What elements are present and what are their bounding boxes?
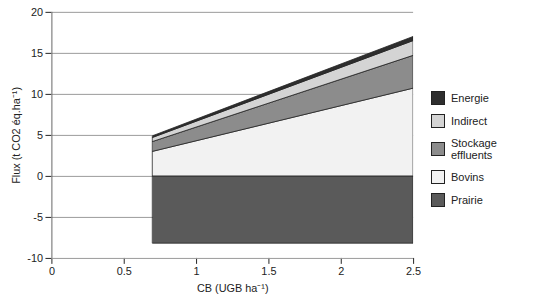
svg-text:10: 10: [31, 88, 43, 100]
svg-text:-10: -10: [27, 252, 43, 264]
svg-text:CB (UGB ha⁻¹): CB (UGB ha⁻¹): [197, 282, 269, 294]
html-text:Bovins: Bovins: [451, 170, 484, 183]
svg-text:1.5: 1.5: [261, 265, 276, 277]
html-text:Prairie: Prairie: [451, 193, 483, 206]
svg-text:-5: -5: [33, 211, 43, 223]
svg-text:2: 2: [338, 265, 344, 277]
svg-text:15: 15: [31, 47, 43, 59]
svg-text:0: 0: [37, 170, 43, 182]
svg-text:Flux (t CO2 éq.ha⁻¹): Flux (t CO2 éq.ha⁻¹): [10, 87, 22, 184]
svg-text:0: 0: [49, 265, 55, 277]
html-text:Energie: Energie: [451, 91, 489, 104]
html-text:Indirect: Indirect: [451, 114, 487, 127]
svg-text:0.5: 0.5: [117, 265, 132, 277]
svg-text:2.5: 2.5: [406, 265, 421, 277]
svg-text:5: 5: [37, 129, 43, 141]
svg-text:20: 20: [31, 6, 43, 18]
svg-text:1: 1: [194, 265, 200, 277]
html-text:Stockage effluents: Stockage effluents: [451, 136, 497, 161]
